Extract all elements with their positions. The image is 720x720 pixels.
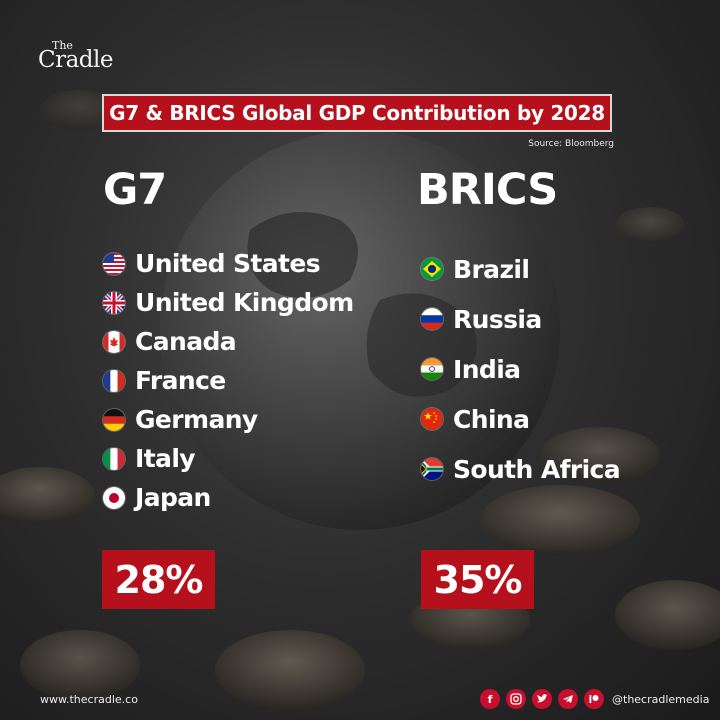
coin-shape <box>20 630 140 700</box>
g7-heading: G7 <box>103 165 167 215</box>
coin-shape <box>0 467 95 523</box>
brics-country-list: Brazil Russia India China South Africa <box>421 244 621 494</box>
country-name: United Kingdom <box>135 288 354 317</box>
twitter-icon[interactable] <box>532 689 552 709</box>
coin-shape <box>480 485 640 555</box>
russia-flag-icon <box>421 308 443 330</box>
g7-share-value: 28% <box>114 557 204 602</box>
india-flag-icon <box>421 358 443 380</box>
list-item: Russia <box>421 294 620 344</box>
country-name: Japan <box>135 483 211 512</box>
coin-shape <box>615 207 685 243</box>
us-flag-icon <box>103 252 125 275</box>
france-flag-icon <box>103 369 125 392</box>
uk-flag-icon <box>103 291 125 314</box>
country-name: India <box>453 354 521 384</box>
italy-flag-icon <box>103 447 125 470</box>
list-item: United Kingdom <box>103 283 354 322</box>
list-item: France <box>103 361 354 400</box>
country-name: Germany <box>135 405 258 434</box>
instagram-icon[interactable] <box>506 689 526 709</box>
telegram-icon[interactable] <box>558 689 578 709</box>
logo-the-text: The <box>52 39 73 52</box>
coin-shape <box>615 580 720 650</box>
patreon-icon[interactable] <box>584 689 604 709</box>
title-banner: G7 & BRICS Global GDP Contribution by 20… <box>102 94 612 132</box>
page-title: G7 & BRICS Global GDP Contribution by 20… <box>109 101 605 125</box>
south-africa-flag-icon <box>421 458 443 480</box>
coin-shape <box>215 630 365 710</box>
logo-name-text: Cradle <box>38 47 114 73</box>
list-item: Canada <box>103 322 354 361</box>
g7-country-list: United States United Kingdom Canada Fran… <box>103 244 354 517</box>
list-item: United States <box>103 244 354 283</box>
list-item: Germany <box>103 400 354 439</box>
brics-share-value: 35% <box>433 557 523 602</box>
brics-share-badge: 35% <box>421 550 534 609</box>
china-flag-icon <box>421 408 443 430</box>
country-name: Canada <box>135 327 237 356</box>
brazil-flag-icon <box>421 258 443 280</box>
country-name: United States <box>135 249 321 278</box>
list-item: South Africa <box>421 444 621 494</box>
list-item: Brazil <box>421 244 620 294</box>
list-item: China <box>421 394 620 444</box>
country-name: Italy <box>135 444 196 473</box>
brics-heading: BRICS <box>417 165 558 215</box>
social-links: f @thecradlemedia <box>480 689 709 709</box>
germany-flag-icon <box>103 408 125 431</box>
g7-share-badge: 28% <box>102 550 215 609</box>
country-name: China <box>453 404 530 434</box>
country-name: South Africa <box>453 454 621 484</box>
list-item: India <box>421 344 620 394</box>
source-note: Source: Bloomberg <box>528 139 614 149</box>
social-handle[interactable]: @thecradlemedia <box>612 692 710 706</box>
website-link[interactable]: www.thecradle.co <box>40 693 138 706</box>
country-name: Russia <box>453 304 542 334</box>
list-item: Japan <box>103 478 354 517</box>
list-item: Italy <box>103 439 354 478</box>
country-name: Brazil <box>453 254 530 284</box>
japan-flag-icon <box>103 486 125 509</box>
canada-flag-icon <box>103 330 125 353</box>
the-cradle-logo: The Cradle <box>38 40 118 72</box>
country-name: France <box>135 366 226 395</box>
facebook-icon[interactable]: f <box>480 689 500 709</box>
